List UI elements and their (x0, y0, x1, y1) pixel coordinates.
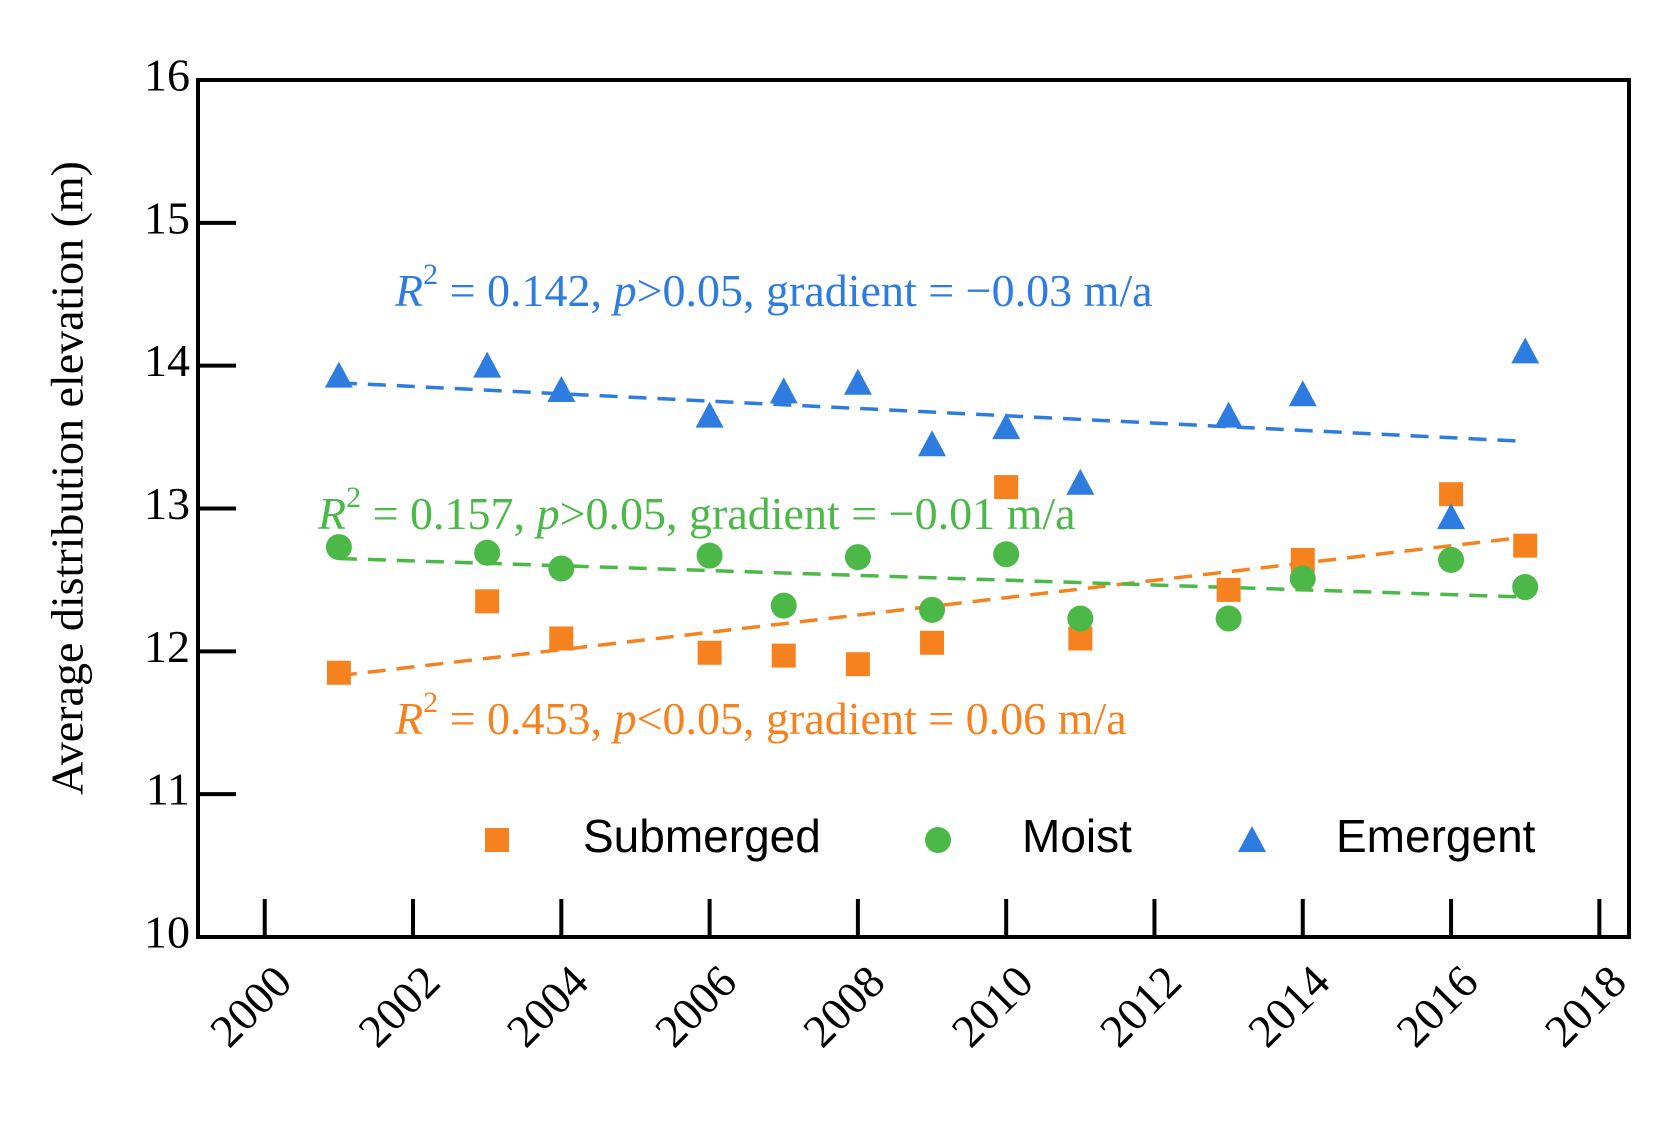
y-tick-label: 12 (144, 621, 190, 672)
emergent-annotation: R2 = 0.142, p>0.05, gradient = −0.03 m/a (394, 258, 1153, 316)
emergent-legend-marker (1238, 826, 1266, 852)
moist-legend-label: Moist (1022, 810, 1132, 862)
r2-value: = 0.157, (361, 488, 536, 539)
moist-point (919, 596, 946, 623)
moist-trend-line (338, 556, 1526, 599)
moist-point (1289, 565, 1316, 592)
submerged-point (771, 643, 796, 668)
emergent-trend-line (338, 381, 1526, 444)
moist-point (548, 555, 575, 582)
emergent-point (918, 430, 947, 457)
moist-point (993, 541, 1020, 568)
moist-point (1512, 574, 1539, 601)
emergent-legend-label: Emergent (1336, 810, 1536, 862)
emergent-point (843, 368, 872, 395)
emergent-point (1437, 503, 1466, 530)
submerged-legend-label: Submerged (583, 810, 821, 862)
r2-label: R (317, 488, 346, 539)
y-tick-label: 10 (144, 907, 190, 958)
p-value: >0.05, gradient = −0.03 m/a (637, 265, 1153, 316)
moist-point (1215, 605, 1242, 632)
emergent-point (769, 377, 798, 404)
submerged-point (326, 660, 351, 685)
y-tick-label: 13 (144, 478, 190, 529)
annotations: R2 = 0.453, p<0.05, gradient = 0.06 m/aR… (317, 258, 1153, 744)
submerged-point (845, 652, 870, 677)
r2-value: = 0.142, (438, 265, 613, 316)
moist-point (696, 542, 723, 569)
moist-point (770, 592, 797, 619)
moist-point (325, 534, 352, 561)
y-tick-label: 15 (144, 192, 190, 243)
r2-label: R (394, 265, 423, 316)
r2-value: = 0.453, (438, 693, 613, 744)
submerged-point (1216, 577, 1241, 602)
moist-annotation: R2 = 0.157, p>0.05, gradient = −0.01 m/a (317, 481, 1076, 539)
legend: Submerged Moist Emergent (485, 810, 1536, 862)
emergent-point (1066, 468, 1095, 495)
emergent-point (473, 351, 502, 378)
r2-superscript: 2 (423, 686, 438, 719)
p-label: p (534, 488, 560, 539)
r2-label: R (394, 693, 423, 744)
emergent-point (547, 375, 576, 402)
submerged-point (697, 640, 722, 665)
moist-point (1438, 546, 1465, 573)
moist-legend-marker (925, 827, 951, 853)
submerged-point (994, 475, 1019, 500)
moist-point (1067, 605, 1094, 632)
submerged-annotation: R2 = 0.453, p<0.05, gradient = 0.06 m/a (394, 686, 1127, 744)
y-tick-label: 11 (146, 764, 190, 815)
emergent-point (1511, 337, 1540, 364)
p-value: >0.05, gradient = −0.01 m/a (560, 488, 1076, 539)
submerged-legend-marker (485, 828, 509, 852)
y-axis-title: Average distribution elevation (m) (42, 161, 93, 795)
y-tick-label: 14 (144, 335, 190, 386)
submerged-point (920, 630, 945, 655)
submerged-point (549, 626, 574, 651)
moist-point (474, 539, 501, 566)
submerged-point (475, 589, 500, 614)
y-tick-label: 16 (144, 50, 190, 101)
data-points (324, 337, 1540, 685)
emergent-point (1288, 380, 1317, 407)
r2-superscript: 2 (346, 481, 361, 514)
p-value: <0.05, gradient = 0.06 m/a (637, 693, 1127, 744)
moist-point (844, 544, 871, 571)
p-label: p (611, 693, 637, 744)
emergent-point (324, 361, 353, 388)
p-label: p (611, 265, 637, 316)
emergent-point (695, 401, 724, 428)
emergent-point (1214, 401, 1243, 428)
submerged-point (1513, 533, 1538, 558)
submerged-point (1439, 482, 1464, 507)
r2-superscript: 2 (423, 258, 438, 291)
emergent-point (992, 413, 1021, 440)
